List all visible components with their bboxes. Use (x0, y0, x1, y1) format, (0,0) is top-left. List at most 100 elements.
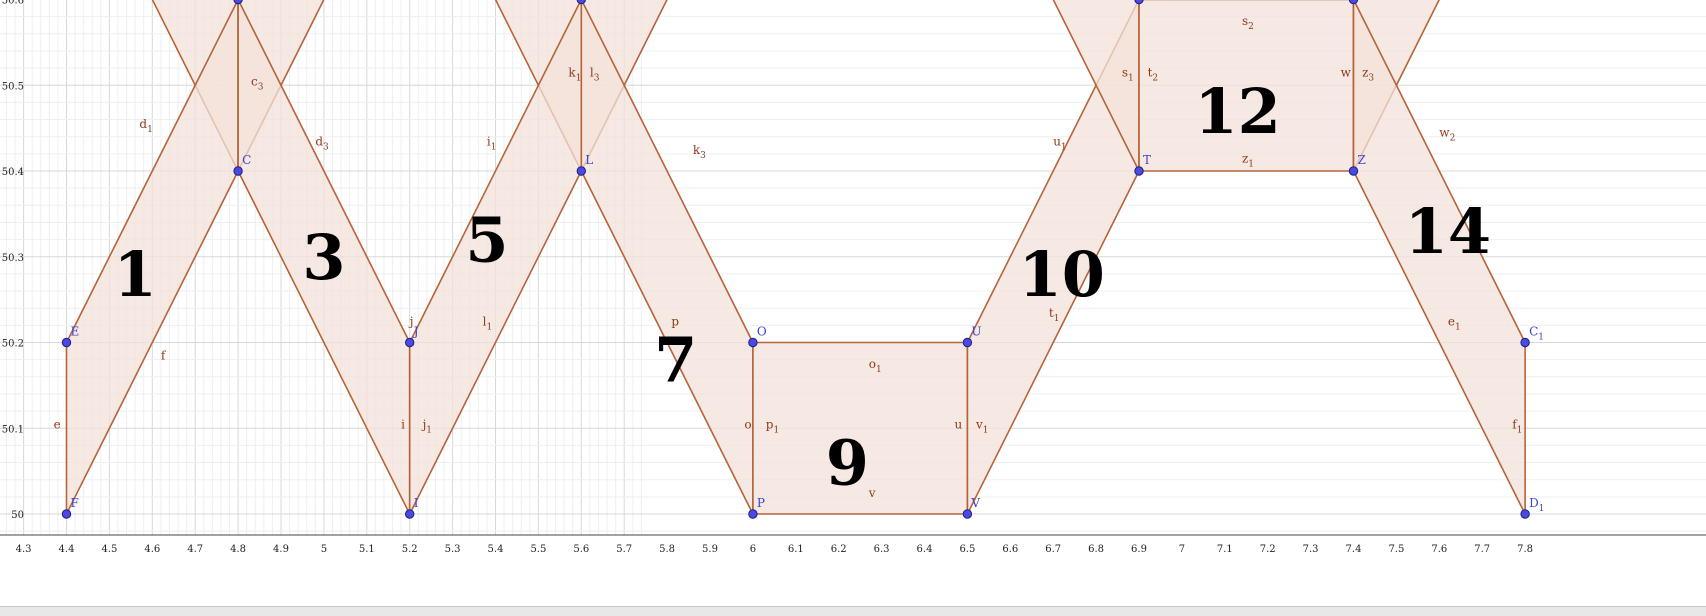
segment-label: u (955, 417, 963, 431)
coordinate-axes: 4.3 4.4 4.5 4.6 4.7 4.8 4.9 5 5.1 5.2 5.3 5.4 5.5 5.6… (0, 0, 1706, 555)
x-tick-label: 7.5 (1388, 544, 1404, 555)
segment-label: b (144, 0, 152, 3)
x-tick-label: 6.4 (917, 544, 933, 555)
segment-label: t2 (1148, 66, 1159, 84)
segment-label: s2 (1242, 14, 1254, 32)
x-tick-label: 4.4 (59, 544, 75, 555)
point-marker (962, 337, 973, 348)
x-tick-label: 6 (750, 544, 756, 555)
segment-label: k3 (693, 143, 706, 161)
x-tick-label: 7.8 (1517, 544, 1533, 555)
point-marker (405, 337, 415, 348)
polygon-shapes (65, 0, 1526, 515)
x-tick-label: 7.2 (1260, 544, 1276, 555)
x-tick-label: 5.6 (573, 544, 589, 555)
segment-label: v1 (975, 417, 989, 435)
x-tick-label: 5.8 (659, 544, 675, 555)
point-label: U (971, 325, 981, 339)
digit-label: 5 (465, 204, 508, 277)
x-tick-label: 6.2 (831, 544, 847, 555)
digit-label: 9 (826, 427, 869, 500)
y-tick-label: 50.2 (2, 339, 24, 350)
point-marker (1134, 166, 1144, 176)
x-tick-label: 5.3 (445, 544, 461, 555)
x-tick-label: 4.7 (187, 544, 203, 555)
bottom-scrollbar[interactable] (0, 606, 1706, 616)
segment-label: w2 (1439, 126, 1455, 144)
x-tick-label: 4.6 (144, 544, 160, 555)
digit-label: 12 (1195, 75, 1281, 148)
point-marker (576, 166, 586, 176)
segment-label: f (161, 349, 167, 363)
x-tick-label: 4.3 (16, 544, 32, 555)
segment-label: z1 (1242, 151, 1254, 169)
point-label: P (757, 496, 765, 510)
point-marker (576, 0, 586, 5)
point-label: T (1143, 153, 1151, 167)
point-label: C1 (1529, 325, 1544, 343)
segment-label: l3 (590, 66, 600, 84)
segment-label: o1 (869, 357, 882, 375)
point-label: D1 (1529, 496, 1544, 514)
x-tick-label: 6.5 (959, 544, 975, 555)
segment-label: u1 (1053, 134, 1066, 152)
point-label: I (414, 496, 419, 510)
point-label: J (412, 325, 419, 339)
point-marker (748, 509, 758, 519)
x-tick-label: 6.1 (788, 544, 804, 555)
digit-label: 7 (654, 324, 697, 397)
point-marker (405, 509, 415, 519)
x-tick-label: 7.7 (1474, 544, 1490, 555)
x-tick-label: 7.4 (1346, 544, 1362, 555)
point-label: E (71, 325, 80, 339)
x-tick-label: 6.6 (1002, 544, 1018, 555)
point-label: V (970, 496, 980, 510)
point-marker (1520, 337, 1530, 348)
point-label: O (757, 325, 767, 339)
digit-label: 3 (302, 221, 345, 294)
x-tick-label: 4.8 (230, 544, 246, 555)
x-tick-label: 4.5 (101, 544, 117, 555)
segment-label: w (1341, 66, 1352, 80)
x-tick-label: 6.3 (874, 544, 890, 555)
segment-label: v (868, 486, 876, 500)
segment-label: p1 (766, 417, 779, 435)
point-label: C (242, 153, 251, 167)
segment-label: o (744, 417, 751, 431)
point-marker (748, 337, 758, 348)
y-tick-label: 50.6 (2, 0, 24, 7)
segment-label: s1 (1122, 66, 1134, 84)
point-marker (1348, 166, 1359, 176)
point-marker (1134, 0, 1144, 5)
segment-label: i1 (487, 134, 497, 152)
segment-label: j1 (421, 417, 432, 435)
point-marker (1348, 0, 1359, 5)
segment-label: e1 (1448, 314, 1461, 332)
point-marker (233, 0, 243, 5)
y-tick-label: 50.3 (2, 253, 24, 264)
x-tick-label: 6.7 (1045, 544, 1061, 555)
y-tick-label: 50.5 (2, 81, 24, 92)
y-tick-label: 50 (11, 510, 24, 521)
point-marker (61, 337, 72, 348)
x-tick-label: 4.9 (273, 544, 289, 555)
segment-label: l1 (483, 314, 493, 332)
digit-label: 1 (114, 238, 157, 311)
segment-label: k1 (568, 66, 581, 84)
x-tick-label: 5.4 (488, 544, 504, 555)
x-tick-label: 5.1 (359, 544, 375, 555)
x-tick-label: 6.9 (1131, 544, 1147, 555)
x-tick-label: 7 (1179, 544, 1185, 555)
point-marker (61, 509, 72, 519)
y-tick-label: 50.4 (2, 167, 24, 178)
segment-label: t1 (1049, 306, 1060, 324)
point-label: F (71, 496, 79, 510)
x-tick-label: 6.8 (1088, 544, 1104, 555)
segment-label: p (671, 314, 679, 328)
point-label: L (585, 153, 593, 167)
digit-label: 14 (1405, 195, 1491, 268)
point-marker (1520, 509, 1530, 519)
x-tick-label: 5.5 (530, 544, 546, 555)
segment-labels: adbd1efc3d2hd3jgh1g1li1ij1l1k1l3knk3pmn1… (54, 0, 1523, 500)
